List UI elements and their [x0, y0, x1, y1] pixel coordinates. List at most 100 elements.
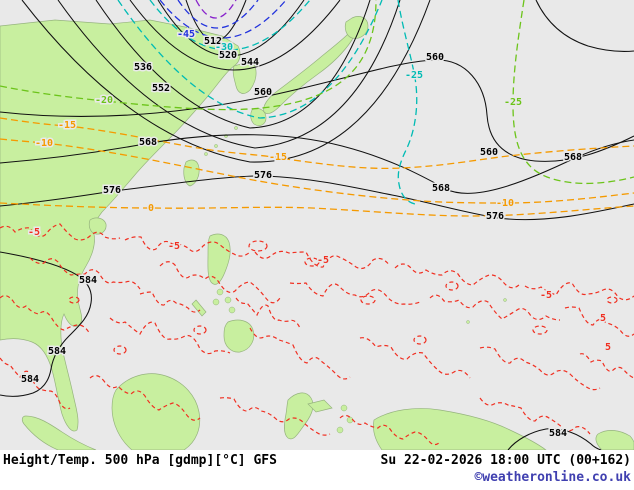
temp-contour-red	[479, 397, 591, 435]
pacific-islet	[503, 298, 507, 302]
temp-contour-minus-15	[0, 117, 634, 170]
temp-contour-red-cell	[445, 281, 459, 291]
land-sulawesi-arm	[307, 399, 333, 413]
temp-contour-red	[359, 337, 471, 379]
height-label: 576	[254, 170, 272, 181]
temp-contour-red	[394, 263, 521, 289]
land-hainan	[88, 217, 107, 235]
temp-contour-red	[219, 397, 331, 436]
temp-label: 0	[148, 203, 154, 214]
temp-label: -15	[58, 120, 76, 131]
temp-contour-red	[109, 317, 231, 355]
temp-label: -10	[35, 138, 53, 149]
height-label: 568	[432, 183, 450, 194]
height-label: 512	[204, 36, 222, 47]
height-contour-560	[0, 59, 634, 162]
temp-contour-minus-30	[149, 0, 311, 51]
temp-contour-red	[124, 236, 251, 257]
temp-contour-red	[235, 297, 301, 329]
temp-contour-red	[0, 295, 91, 335]
temp-contour-red	[29, 257, 141, 290]
temp-contour-zero	[0, 202, 634, 217]
maluku-island	[336, 426, 344, 434]
temperature-contours-red	[0, 223, 634, 446]
temp-contour-red-cell	[68, 296, 80, 304]
temp-label: 5	[600, 313, 606, 324]
temp-contour-minus-10	[0, 138, 634, 204]
height-contour-536	[95, 0, 371, 129]
temp-label: -25	[405, 70, 423, 81]
height-label: 584	[21, 374, 39, 385]
contour-labels: 512 520 536 544 552 560 560 560 568 568 568 576 576 5…	[19, 28, 612, 441]
temp-contour-red	[0, 223, 121, 241]
height-contour-568	[0, 134, 634, 194]
weather-map-svg: 512 520 536 544 552 560 560 560 568 568 568 576 576 5…	[0, 0, 634, 450]
temp-contour-red-cell	[606, 296, 618, 304]
temp-contour-red	[89, 375, 201, 421]
land-new-guinea	[373, 408, 547, 450]
philippine-island	[212, 298, 220, 306]
land-sumatra	[21, 415, 97, 450]
temp-contour-red-cell	[532, 325, 548, 335]
pacific-islet	[466, 320, 470, 324]
land-sulawesi	[284, 392, 314, 440]
temp-contour-red	[479, 346, 601, 391]
height-contour-528	[129, 0, 341, 71]
temp-label: -25	[504, 97, 522, 108]
copyright-link[interactable]: ©weatheronline.co.uk	[474, 470, 631, 485]
height-contours	[0, 0, 634, 450]
height-contour-584-southeast	[507, 428, 602, 450]
height-label: 584	[48, 346, 66, 357]
maluku-island	[346, 416, 354, 424]
height-label: 560	[426, 52, 444, 63]
weather-map: 512 520 536 544 552 560 560 560 568 568 568 576 576 5…	[0, 0, 634, 450]
temp-label: 5	[605, 342, 611, 353]
temp-contour-red-cell	[413, 335, 427, 345]
height-label: 560	[480, 147, 498, 158]
temp-contour-red	[429, 294, 561, 321]
height-label: 536	[134, 62, 152, 73]
height-contour-512	[185, 0, 247, 42]
height-label: 584	[79, 275, 97, 286]
temp-contour-red	[254, 250, 391, 270]
height-label: 568	[139, 137, 157, 148]
temperature-contours	[0, 0, 634, 217]
temp-contour-minus-25-west	[117, 0, 383, 119]
temp-contour-minus-20	[0, 0, 377, 111]
temp-label: -30	[215, 42, 233, 53]
height-contour-576	[0, 175, 634, 221]
temp-label: -5	[540, 290, 552, 301]
temp-contour-red-cell	[193, 325, 207, 335]
temp-contour-minus-50	[195, 0, 237, 19]
ryukyu-island	[214, 144, 218, 148]
land-borneo	[111, 373, 201, 450]
temp-contour-red	[289, 282, 421, 305]
height-contour-544	[57, 0, 401, 149]
temp-label: -5	[317, 255, 329, 266]
land-palawan	[191, 299, 207, 317]
height-contour-584-west	[0, 251, 92, 397]
temp-contour-red	[579, 353, 634, 379]
temp-contour-red-cell	[304, 257, 320, 267]
height-contour-topright	[535, 0, 634, 52]
temp-label: -45	[177, 29, 195, 40]
height-contour-520	[157, 0, 305, 57]
land-mindanao	[223, 319, 255, 353]
height-label: 584	[549, 428, 567, 439]
height-label: 560	[254, 87, 272, 98]
land-japan-kyushu	[250, 108, 267, 126]
landmasses	[0, 16, 634, 450]
temp-label: -20	[95, 95, 113, 106]
height-label: 520	[219, 50, 237, 61]
height-contour-552	[21, 0, 431, 163]
temp-contour-minus-25-east	[397, 0, 418, 205]
temp-contour-red-cell	[113, 345, 127, 355]
temp-contour-red-cell	[360, 295, 376, 305]
temp-contour-minus-45	[177, 0, 259, 29]
height-label: 576	[486, 211, 504, 222]
temp-contour-red	[564, 306, 634, 337]
temp-contour-red-cell	[248, 240, 268, 252]
maluku-island	[340, 404, 348, 412]
height-label: 576	[103, 185, 121, 196]
